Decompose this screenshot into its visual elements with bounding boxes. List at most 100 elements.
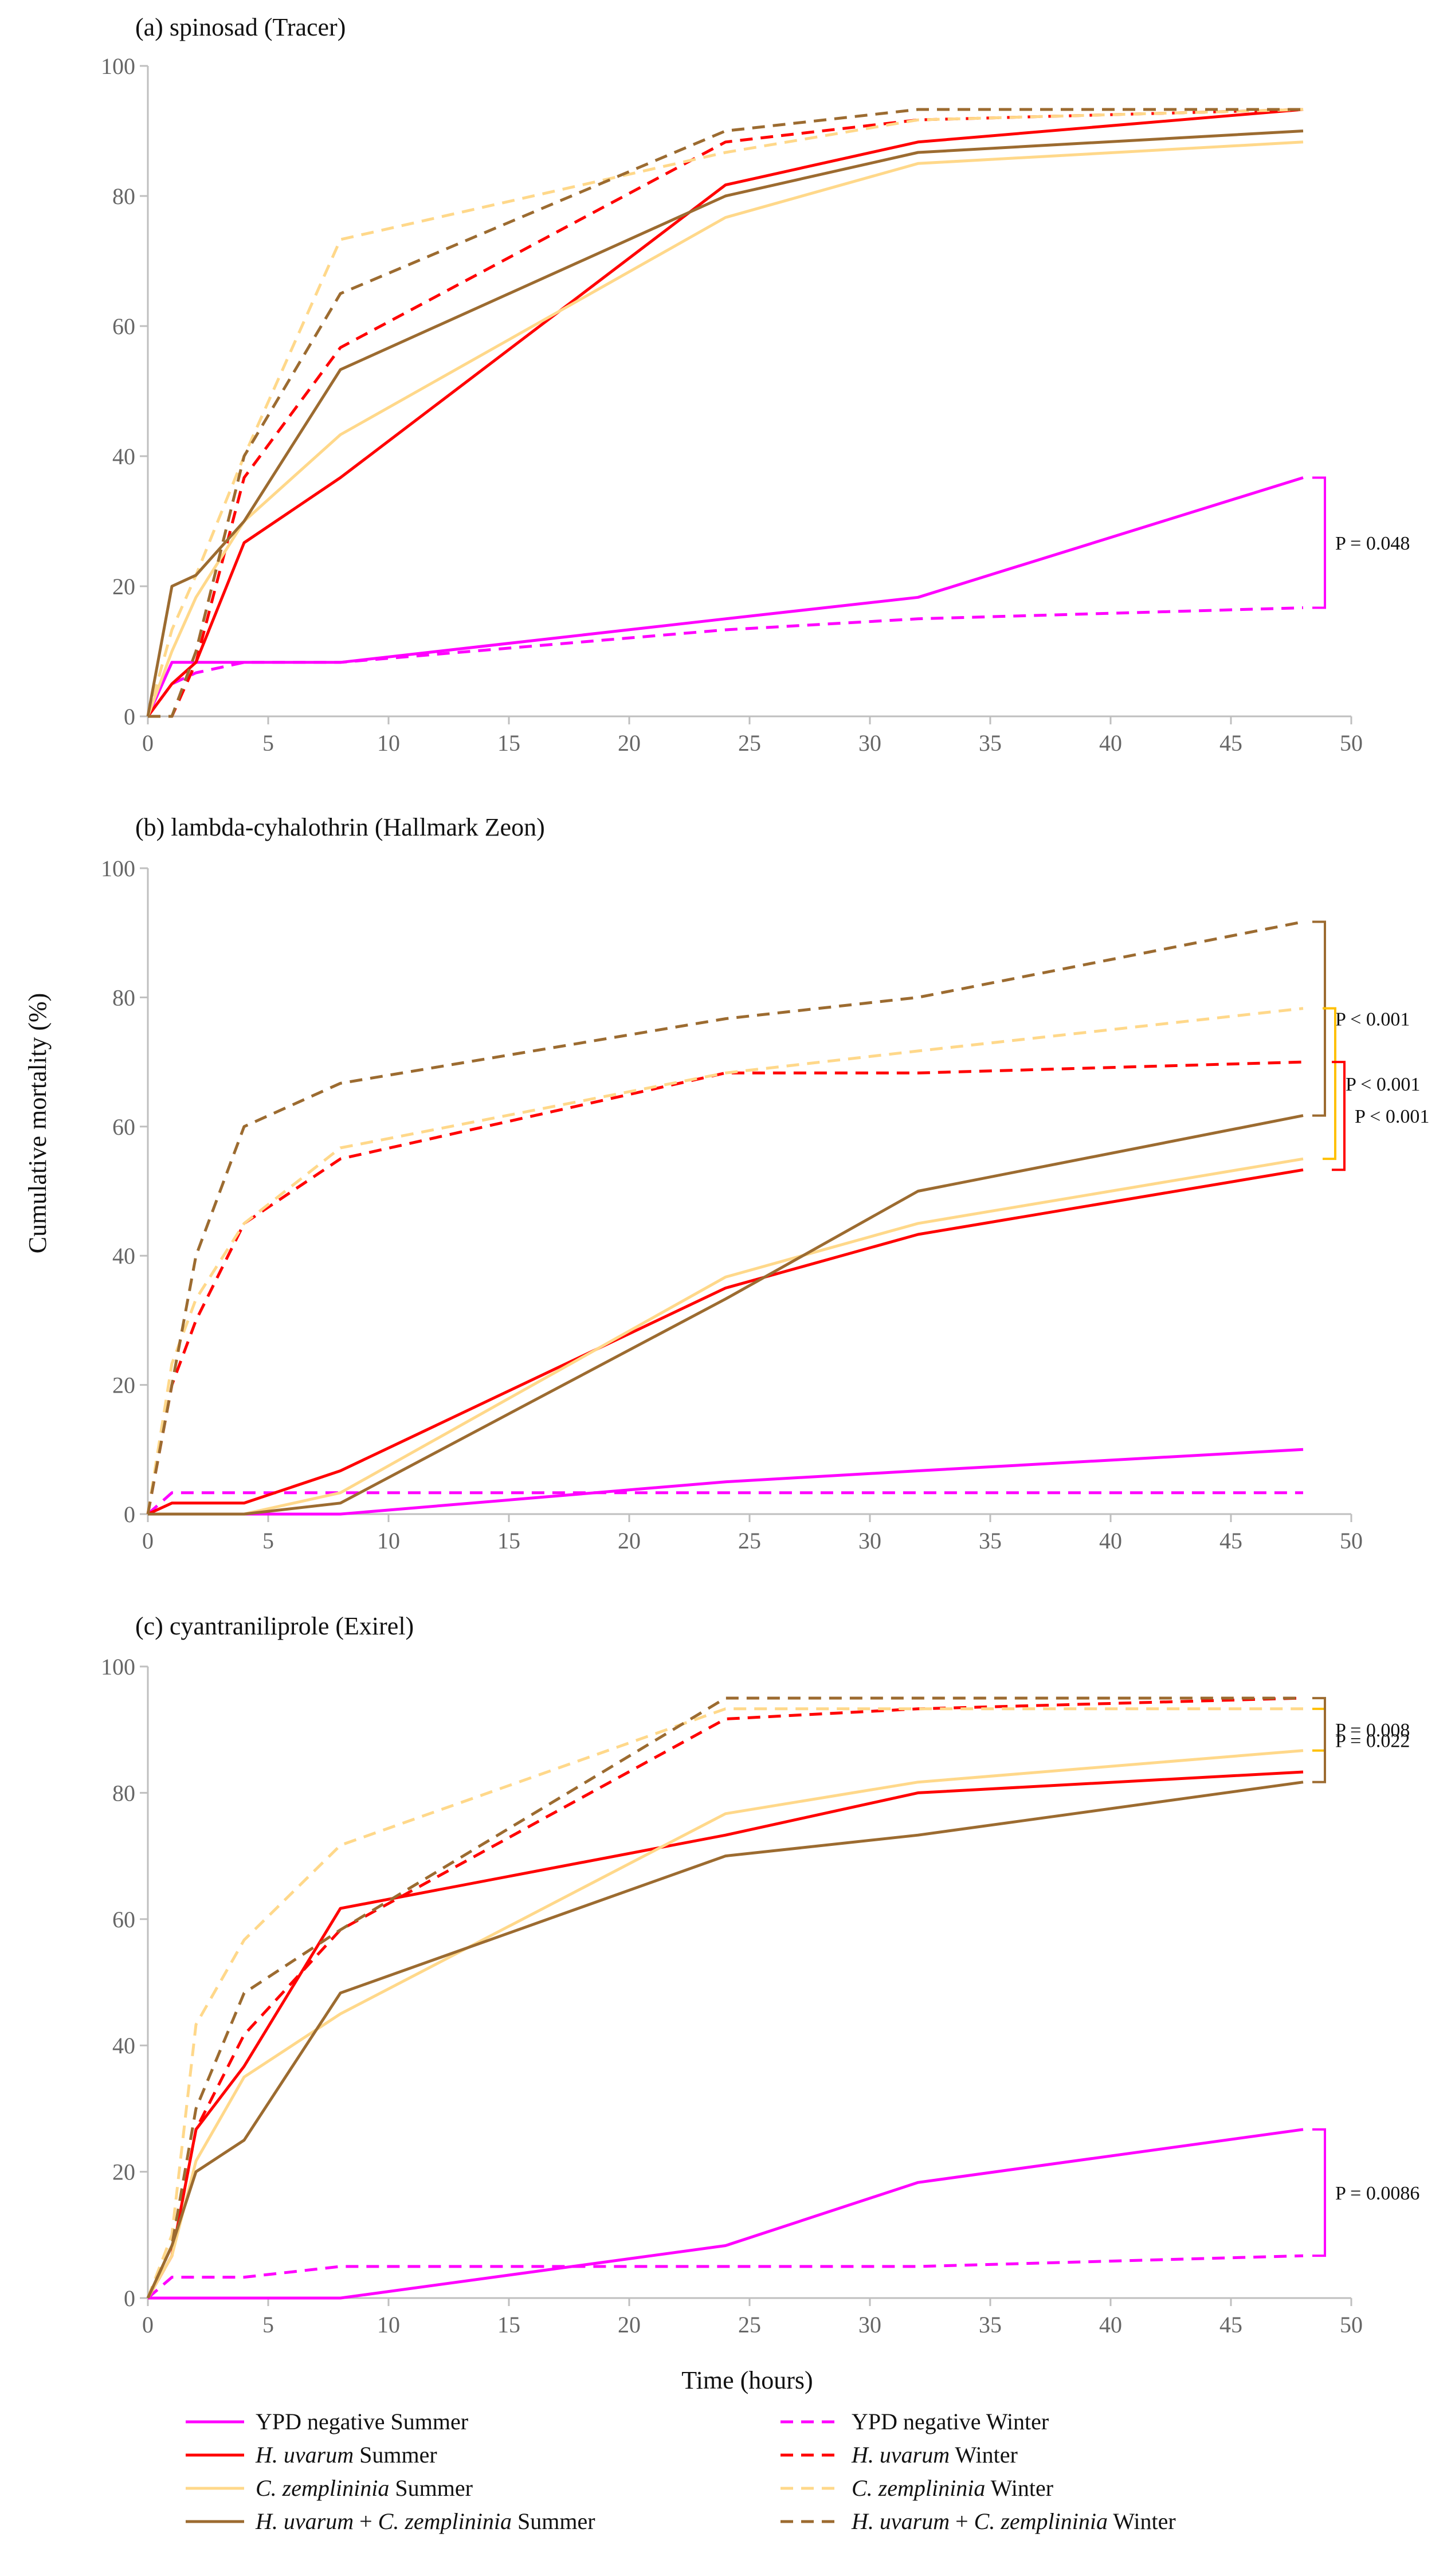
bracket-line bbox=[1312, 1697, 1326, 1783]
x-tick-label: 45 bbox=[1219, 730, 1242, 756]
y-axis-label: Cumulative mortality (%) bbox=[23, 993, 52, 1254]
legend-label: YPD negative Summer bbox=[256, 2409, 468, 2434]
x-tick-label: 25 bbox=[738, 730, 761, 756]
x-tick-label: 45 bbox=[1219, 1528, 1242, 1554]
y-tick-label: 20 bbox=[112, 574, 135, 599]
x-tick-label: 30 bbox=[858, 1528, 881, 1554]
p-value-label: P < 0.001 bbox=[1355, 1106, 1429, 1127]
y-tick-label: 80 bbox=[112, 183, 135, 209]
y-tick-label: 40 bbox=[112, 2033, 135, 2059]
series-line-cz-w bbox=[146, 1707, 1303, 2299]
x-tick-label: 15 bbox=[497, 1528, 520, 1554]
p-value-label: P < 0.001 bbox=[1346, 1074, 1420, 1095]
p-value-label: P = 0.022 bbox=[1335, 1730, 1410, 1751]
x-tick-label: 30 bbox=[858, 2312, 881, 2338]
series-line-hc-w bbox=[146, 920, 1304, 1515]
p-value-label: P = 0.008 bbox=[1335, 1720, 1410, 1741]
y-tick-label: 100 bbox=[101, 856, 135, 881]
x-tick-label: 50 bbox=[1340, 2312, 1363, 2338]
panel-title: (a) spinosad (Tracer) bbox=[135, 13, 346, 41]
series-line-hc-s bbox=[148, 1114, 1304, 1516]
x-tick-label: 10 bbox=[377, 1528, 400, 1554]
y-tick-label: 0 bbox=[124, 1501, 135, 1527]
series-line-cz-s bbox=[148, 1157, 1304, 1516]
x-tick-label: 40 bbox=[1099, 1528, 1122, 1554]
series-line-cz-w bbox=[146, 108, 1304, 717]
x-tick-label: 5 bbox=[262, 2312, 274, 2338]
x-tick-label: 10 bbox=[377, 2312, 400, 2338]
series-line-hc-w bbox=[146, 1696, 1303, 2299]
x-tick-label: 15 bbox=[497, 2312, 520, 2338]
p-value-label: P < 0.001 bbox=[1335, 1009, 1410, 1030]
significance-bracket: P < 0.001 bbox=[1332, 1061, 1429, 1171]
series-line-hu-w bbox=[146, 1696, 1304, 2299]
panel-title: (b) lambda-cyhalothrin (Hallmark Zeon) bbox=[135, 813, 545, 841]
series-line-hu-w bbox=[148, 108, 1304, 718]
series-line-ypd-w bbox=[146, 606, 1304, 717]
y-tick-label: 80 bbox=[112, 1780, 135, 1806]
significance-bracket: P < 0.001 bbox=[1312, 920, 1410, 1117]
legend-label: YPD negative Winter bbox=[852, 2409, 1049, 2434]
x-tick-label: 35 bbox=[979, 1528, 1002, 1554]
significance-bracket: P = 0.048 bbox=[1312, 476, 1410, 609]
series-line-ypd-w bbox=[147, 1491, 1303, 1515]
y-tick-label: 20 bbox=[112, 1373, 135, 1398]
bracket-line bbox=[1312, 2128, 1326, 2257]
y-tick-label: 60 bbox=[112, 313, 135, 339]
x-tick-label: 20 bbox=[618, 2312, 641, 2338]
x-tick-label: 20 bbox=[618, 1528, 641, 1554]
significance-bracket: P = 0.0086 bbox=[1312, 2128, 1419, 2257]
series-line-cz-s bbox=[146, 140, 1304, 717]
x-tick-label: 10 bbox=[377, 730, 400, 756]
x-tick-label: 25 bbox=[738, 1528, 761, 1554]
y-tick-label: 80 bbox=[112, 985, 135, 1010]
series-line-hc-s bbox=[146, 1781, 1304, 2299]
series-line-ypd-s bbox=[148, 2128, 1304, 2300]
series-line-hu-w bbox=[146, 1060, 1304, 1515]
x-tick-label: 15 bbox=[497, 730, 520, 756]
y-tick-label: 100 bbox=[101, 1654, 135, 1680]
legend-item-hu-s: H. uvarum Summer bbox=[186, 2442, 437, 2468]
x-tick-label: 0 bbox=[142, 1528, 154, 1554]
y-tick-label: 0 bbox=[124, 2285, 135, 2311]
legend-label: H. uvarum Summer bbox=[255, 2442, 437, 2468]
legend-label: H. uvarum Winter bbox=[851, 2442, 1018, 2468]
y-tick-label: 20 bbox=[112, 2159, 135, 2185]
bracket-line bbox=[1312, 1707, 1326, 1752]
panel-title: (c) cyantraniliprole (Exirel) bbox=[135, 1612, 414, 1640]
series-line-hc-w bbox=[148, 108, 1303, 718]
series-line-hu-s bbox=[146, 1770, 1304, 2299]
series-line-hc-s bbox=[146, 130, 1304, 717]
series-line-cz-w bbox=[146, 1007, 1304, 1515]
y-tick-label: 0 bbox=[124, 704, 135, 730]
x-tick-label: 25 bbox=[738, 2312, 761, 2338]
panel-2: (b) lambda-cyhalothrin (Hallmark Zeon) 0 2… bbox=[101, 813, 1429, 1554]
legend-label: H. uvarum + C. zemplininia Winter bbox=[851, 2508, 1176, 2534]
x-tick-label: 20 bbox=[618, 730, 641, 756]
legend-item-ypd-s: YPD negative Summer bbox=[186, 2409, 468, 2434]
series-line-ypd-s bbox=[146, 476, 1304, 717]
x-tick-label: 50 bbox=[1340, 1528, 1363, 1554]
bracket-line bbox=[1332, 1061, 1346, 1171]
series-line-hu-s bbox=[147, 1168, 1304, 1516]
x-tick-label: 0 bbox=[142, 2312, 154, 2338]
x-tick-label: 5 bbox=[262, 730, 274, 756]
x-tick-label: 35 bbox=[979, 730, 1002, 756]
x-tick-label: 30 bbox=[858, 730, 881, 756]
x-tick-label: 45 bbox=[1219, 2312, 1242, 2338]
x-tick-label: 40 bbox=[1099, 730, 1122, 756]
x-tick-label: 50 bbox=[1340, 730, 1363, 756]
x-tick-label: 40 bbox=[1099, 2312, 1122, 2338]
y-tick-label: 60 bbox=[112, 1114, 135, 1140]
legend-item-cz-w: C. zemplininia Winter bbox=[781, 2475, 1053, 2501]
significance-bracket: P = 0.022 bbox=[1312, 1697, 1410, 1783]
bracket-line bbox=[1323, 1007, 1336, 1160]
series-line-ypd-w bbox=[147, 2254, 1304, 2299]
significance-bracket: P < 0.001 bbox=[1323, 1007, 1420, 1160]
x-tick-label: 5 bbox=[262, 1528, 274, 1554]
legend-item-hc-s: H. uvarum + C. zemplininia Summer bbox=[186, 2508, 595, 2534]
series-line-cz-s bbox=[146, 1749, 1304, 2299]
series-line-hu-s bbox=[146, 108, 1304, 717]
p-value-label: P = 0.0086 bbox=[1335, 2183, 1419, 2204]
